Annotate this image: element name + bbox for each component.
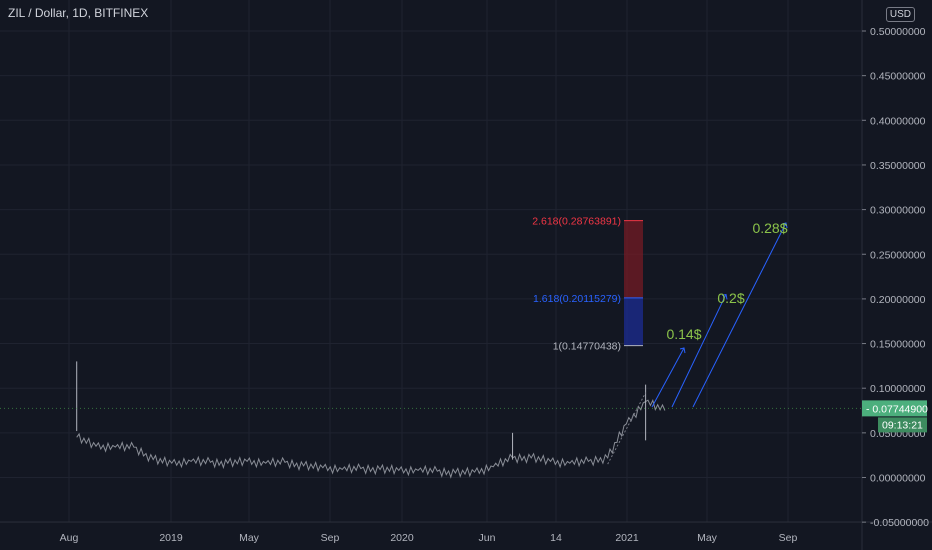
countdown-badge	[878, 417, 927, 433]
target-arrow	[692, 222, 787, 408]
y-tick-label: 0.35000000	[870, 160, 926, 172]
fib-zone-blue	[624, 297, 643, 346]
last-price-value: - 0.07744900	[866, 403, 928, 415]
x-tick-label: Sep	[321, 532, 340, 544]
target-label: 0.28$	[752, 220, 787, 236]
y-tick-label: 0.50000000	[870, 26, 926, 38]
dotted-trend	[607, 392, 647, 465]
x-tick-label: Aug	[60, 532, 79, 544]
y-tick-label: 0.40000000	[870, 115, 926, 127]
target-label: 0.14$	[666, 326, 701, 342]
x-tick-label: 2019	[159, 532, 183, 544]
target-label: 0.2$	[717, 290, 744, 306]
target-arrow	[651, 347, 685, 408]
x-tick-label: May	[697, 532, 718, 544]
y-tick-label: 0.45000000	[870, 71, 926, 83]
fib-zone-red	[624, 220, 643, 298]
x-tick-label: 2021	[615, 532, 639, 544]
target-arrow	[671, 294, 727, 408]
y-tick-label: 0.15000000	[870, 339, 926, 351]
target-arrow-head	[679, 347, 686, 354]
y-tick-label: 0.30000000	[870, 205, 926, 217]
countdown-timer: 09:13:21	[882, 419, 923, 431]
y-tick-label: 0.10000000	[870, 383, 926, 395]
x-tick-label: Sep	[779, 532, 798, 544]
symbol-title: ZIL / Dollar, 1D, BITFINEX	[8, 6, 149, 20]
target-arrow-head	[721, 293, 728, 300]
y-tick-label: 0.00000000	[870, 473, 926, 485]
x-tick-label: 14	[550, 532, 562, 544]
fib-level-label: 1(0.14770438)	[553, 341, 621, 353]
fib-level-label: 1.618(0.20115279)	[533, 293, 621, 305]
currency-button[interactable]: USD	[885, 7, 915, 22]
price-line	[76, 398, 666, 479]
fib-level-label: 2.618(0.28763891)	[532, 216, 621, 228]
x-tick-label: May	[239, 532, 260, 544]
last-price-badge	[862, 400, 927, 417]
y-tick-label: 0.25000000	[870, 249, 926, 261]
y-tick-label: 0.20000000	[870, 294, 926, 306]
y-tick-label: -0.05000000	[870, 517, 929, 529]
x-tick-label: 2020	[390, 532, 414, 544]
x-tick-label: Jun	[479, 532, 496, 544]
target-arrow-head	[781, 222, 788, 229]
